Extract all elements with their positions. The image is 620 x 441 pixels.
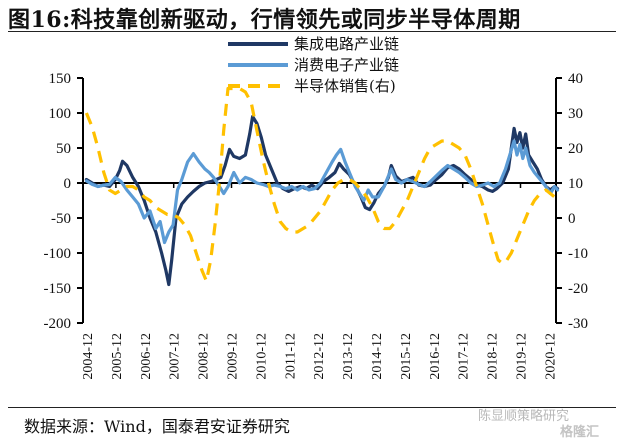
legend-label-2: 半导体销售(右)	[294, 77, 396, 95]
left-y-tick-label: 50	[56, 141, 71, 157]
watermark-logo-text: 格隆汇	[560, 425, 600, 440]
right-y-tick-label: 20	[568, 141, 583, 157]
series-layer	[84, 86, 560, 287]
left-y-tick-label: 0	[64, 176, 72, 192]
x-tick-label: 2015-12	[399, 333, 414, 380]
x-tick-label: 2006-12	[139, 333, 154, 380]
left-y-tick-label: 150	[49, 71, 72, 87]
x-tick-label: 2011-12	[283, 333, 298, 379]
x-tick-label: 2009-12	[226, 333, 241, 380]
left-y-tick-label: 100	[49, 106, 72, 122]
title-divider	[8, 31, 616, 32]
x-tick-label: 2013-12	[341, 333, 356, 380]
x-tick-label: 2007-12	[168, 333, 183, 380]
x-tick-label: 2010-12	[254, 333, 269, 380]
x-tick-label: 2014-12	[370, 333, 385, 380]
watermark-text: 陈显顺策略研究	[478, 409, 570, 424]
left-y-tick-label: -150	[44, 281, 72, 297]
right-y-tick-label: -30	[568, 316, 588, 332]
left-y-tick-label: -100	[44, 246, 72, 262]
x-tick-label: 2004-12	[81, 333, 96, 380]
x-tick-label: 2008-12	[197, 333, 212, 380]
axes: 150100500-50-100-150-200403020100-10-20-…	[44, 71, 589, 380]
legend-label-0: 集成电路产业链	[294, 35, 399, 53]
source-note: 数据来源：Wind，国泰君安证券研究	[24, 417, 290, 436]
series-line-2	[84, 86, 556, 283]
left-y-tick-label: -50	[51, 211, 71, 227]
left-y-tick-label: -200	[44, 316, 72, 332]
x-tick-label: 2019-12	[515, 333, 530, 380]
chart-title: 图16:科技靠创新驱动，行情领先或同步半导体周期	[8, 7, 521, 33]
right-y-tick-label: 10	[568, 176, 583, 192]
right-y-tick-label: 40	[568, 71, 583, 87]
x-tick-label: 2016-12	[428, 333, 443, 380]
legend-label-1: 消费电子产业链	[294, 56, 399, 74]
series-line-0	[84, 114, 560, 287]
x-tick-label: 2017-12	[457, 333, 472, 380]
x-tick-label: 2018-12	[486, 333, 501, 380]
series-line-1	[84, 139, 560, 245]
x-tick-label: 2012-12	[312, 333, 327, 380]
x-tick-label: 2005-12	[110, 333, 125, 380]
right-y-tick-label: -20	[568, 281, 588, 297]
source-divider	[8, 407, 616, 408]
right-y-tick-label: 0	[568, 211, 576, 227]
x-tick-label: 2020-12	[543, 333, 558, 380]
right-y-tick-label: 30	[568, 106, 583, 122]
right-y-tick-label: -10	[568, 246, 588, 262]
